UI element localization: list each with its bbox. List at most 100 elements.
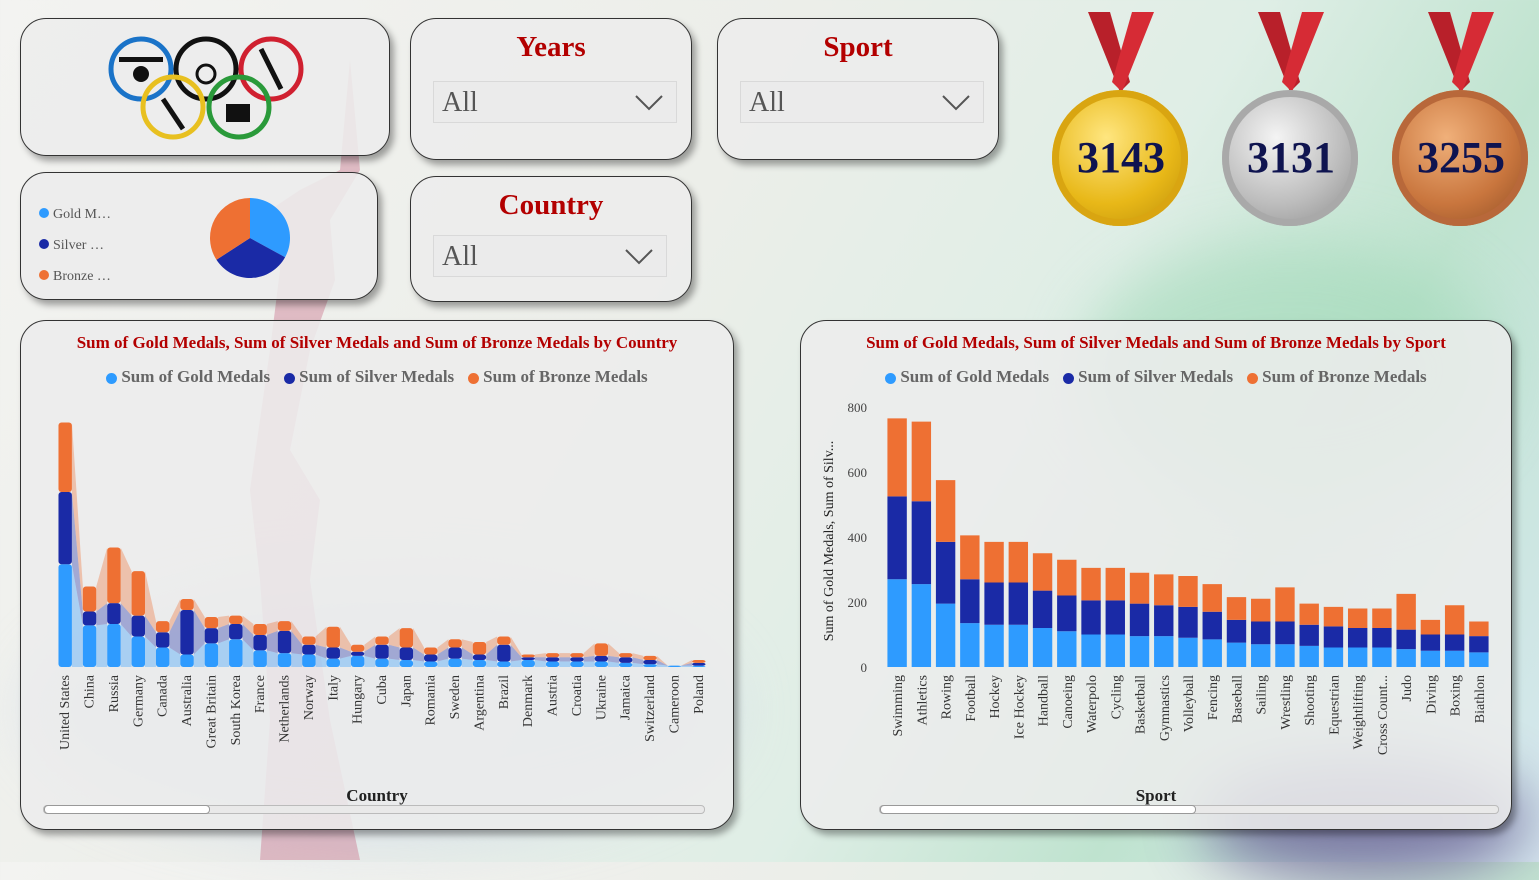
sport-bar-gold[interactable] xyxy=(1396,649,1416,667)
sport-bar-bronze[interactable] xyxy=(1226,597,1247,620)
country-bar-gold[interactable] xyxy=(472,660,487,667)
country-bar-bronze[interactable] xyxy=(594,643,609,656)
country-bar-bronze[interactable] xyxy=(472,642,487,655)
sport-bar-silver[interactable] xyxy=(1154,605,1174,637)
country-bar-gold[interactable] xyxy=(58,564,72,667)
sport-bar-bronze[interactable] xyxy=(1154,574,1174,606)
sport-bar-bronze[interactable] xyxy=(1323,606,1344,627)
sport-bar-gold[interactable] xyxy=(1226,642,1247,667)
sport-bar-silver[interactable] xyxy=(1323,626,1344,648)
sport-bar-gold[interactable] xyxy=(1299,645,1319,667)
country-scrollbar[interactable] xyxy=(43,805,705,814)
country-bar-bronze[interactable] xyxy=(180,598,194,611)
country-bar-silver[interactable] xyxy=(326,647,340,659)
sport-scroll-thumb[interactable] xyxy=(880,805,1196,814)
sport-bar-silver[interactable] xyxy=(935,541,956,604)
sport-bar-silver[interactable] xyxy=(1444,634,1465,651)
country-bar-bronze[interactable] xyxy=(58,422,72,492)
country-bar-bronze[interactable] xyxy=(399,628,414,648)
country-bar-bronze[interactable] xyxy=(643,655,657,661)
country-bar-gold[interactable] xyxy=(107,623,121,667)
country-bar-bronze[interactable] xyxy=(155,621,170,633)
sport-bar-bronze[interactable] xyxy=(1178,576,1198,607)
country-bar-silver[interactable] xyxy=(350,651,365,656)
country-bar-silver[interactable] xyxy=(448,647,462,659)
sport-bar-bronze[interactable] xyxy=(1420,619,1441,635)
country-bar-silver[interactable] xyxy=(82,611,97,626)
sport-bar-silver[interactable] xyxy=(1008,582,1029,625)
country-bar-silver[interactable] xyxy=(302,644,316,655)
country-bar-gold[interactable] xyxy=(594,661,609,667)
legend-silver[interactable]: Sum of Silver Medals xyxy=(1063,367,1233,387)
sport-bar-silver[interactable] xyxy=(1057,595,1077,632)
sport-bar-silver[interactable] xyxy=(1105,600,1125,635)
years-slicer[interactable]: Years All xyxy=(410,18,692,160)
sport-bar-gold[interactable] xyxy=(935,603,956,667)
country-bar-bronze[interactable] xyxy=(302,636,316,645)
sport-bar-bronze[interactable] xyxy=(960,535,980,580)
country-bar-bronze[interactable] xyxy=(619,653,633,658)
sport-bar-bronze[interactable] xyxy=(1251,598,1271,622)
pie-legend-silver[interactable]: Silver … xyxy=(39,230,111,261)
sport-bar-silver[interactable] xyxy=(1347,628,1368,648)
pie-legend-gold[interactable]: Gold M… xyxy=(39,199,111,230)
country-bar-bronze[interactable] xyxy=(107,547,121,604)
country-bar-silver[interactable] xyxy=(472,654,487,661)
sport-stacked-bar-chart[interactable]: 0 200 400 600 800 Sum of Gold Medals, Sum of … xyxy=(801,399,1513,799)
country-bar-silver[interactable] xyxy=(619,657,633,663)
country-bar-silver[interactable] xyxy=(375,644,389,659)
country-bar-silver[interactable] xyxy=(643,660,657,665)
legend-silver[interactable]: Sum of Silver Medals xyxy=(284,367,454,387)
sport-bar-gold[interactable] xyxy=(984,624,1004,667)
sport-bar-gold[interactable] xyxy=(1129,636,1150,667)
sport-bar-gold[interactable] xyxy=(1469,652,1489,667)
pie-slice-silver[interactable] xyxy=(216,238,286,278)
country-bar-gold[interactable] xyxy=(229,639,243,667)
country-bar-gold[interactable] xyxy=(667,665,682,667)
country-bar-bronze[interactable] xyxy=(350,644,365,652)
country-bar-silver[interactable] xyxy=(229,623,243,640)
country-bar-silver[interactable] xyxy=(253,635,267,651)
country-bar-gold[interactable] xyxy=(131,636,145,667)
country-slicer[interactable]: Country All xyxy=(410,176,692,302)
sport-bar-gold[interactable] xyxy=(960,623,980,667)
sport-bar-gold[interactable] xyxy=(1202,639,1222,667)
country-bar-gold[interactable] xyxy=(619,662,633,667)
sport-bar-silver[interactable] xyxy=(1299,624,1319,646)
country-bar-gold[interactable] xyxy=(326,658,340,667)
country-bar-gold[interactable] xyxy=(180,654,194,668)
sport-dropdown[interactable]: All xyxy=(740,81,984,123)
sport-bar-silver[interactable] xyxy=(1372,628,1392,648)
sport-bar-bronze[interactable] xyxy=(1057,559,1077,596)
sport-bar-gold[interactable] xyxy=(1347,647,1368,668)
country-ribbon-chart[interactable]: United States China Russia Germany Canada Aus… xyxy=(21,399,735,799)
sport-bar-gold[interactable] xyxy=(1420,650,1441,667)
sport-bar-bronze[interactable] xyxy=(1105,567,1125,601)
country-bar-silver[interactable] xyxy=(570,657,584,662)
country-bar-gold[interactable] xyxy=(545,661,560,667)
sport-bar-gold[interactable] xyxy=(1008,624,1029,667)
sport-bar-silver[interactable] xyxy=(1469,636,1489,653)
sport-bar-silver[interactable] xyxy=(984,582,1004,625)
sport-bar-gold[interactable] xyxy=(1444,650,1465,667)
sport-bar-bronze[interactable] xyxy=(887,418,907,497)
sport-bar-bronze[interactable] xyxy=(911,421,932,502)
country-dropdown[interactable]: All xyxy=(433,235,667,277)
sport-bar-gold[interactable] xyxy=(1154,636,1174,667)
sport-bar-bronze[interactable] xyxy=(935,480,956,542)
country-bar-silver[interactable] xyxy=(594,655,609,662)
country-bar-gold[interactable] xyxy=(643,664,657,667)
country-bar-bronze[interactable] xyxy=(497,636,511,645)
sport-slicer[interactable]: Sport All xyxy=(717,18,999,160)
country-bar-bronze[interactable] xyxy=(424,647,438,655)
country-scroll-thumb[interactable] xyxy=(44,805,210,814)
legend-bronze[interactable]: Sum of Bronze Medals xyxy=(468,367,648,387)
sport-bar-silver[interactable] xyxy=(1202,611,1222,640)
country-bar-bronze[interactable] xyxy=(692,660,706,663)
sport-bar-silver[interactable] xyxy=(911,501,932,585)
sport-bar-bronze[interactable] xyxy=(1372,608,1392,629)
country-bar-bronze[interactable] xyxy=(448,639,462,648)
sport-bar-bronze[interactable] xyxy=(1008,541,1029,583)
country-bar-bronze[interactable] xyxy=(521,654,535,658)
sport-bar-silver[interactable] xyxy=(1396,629,1416,650)
